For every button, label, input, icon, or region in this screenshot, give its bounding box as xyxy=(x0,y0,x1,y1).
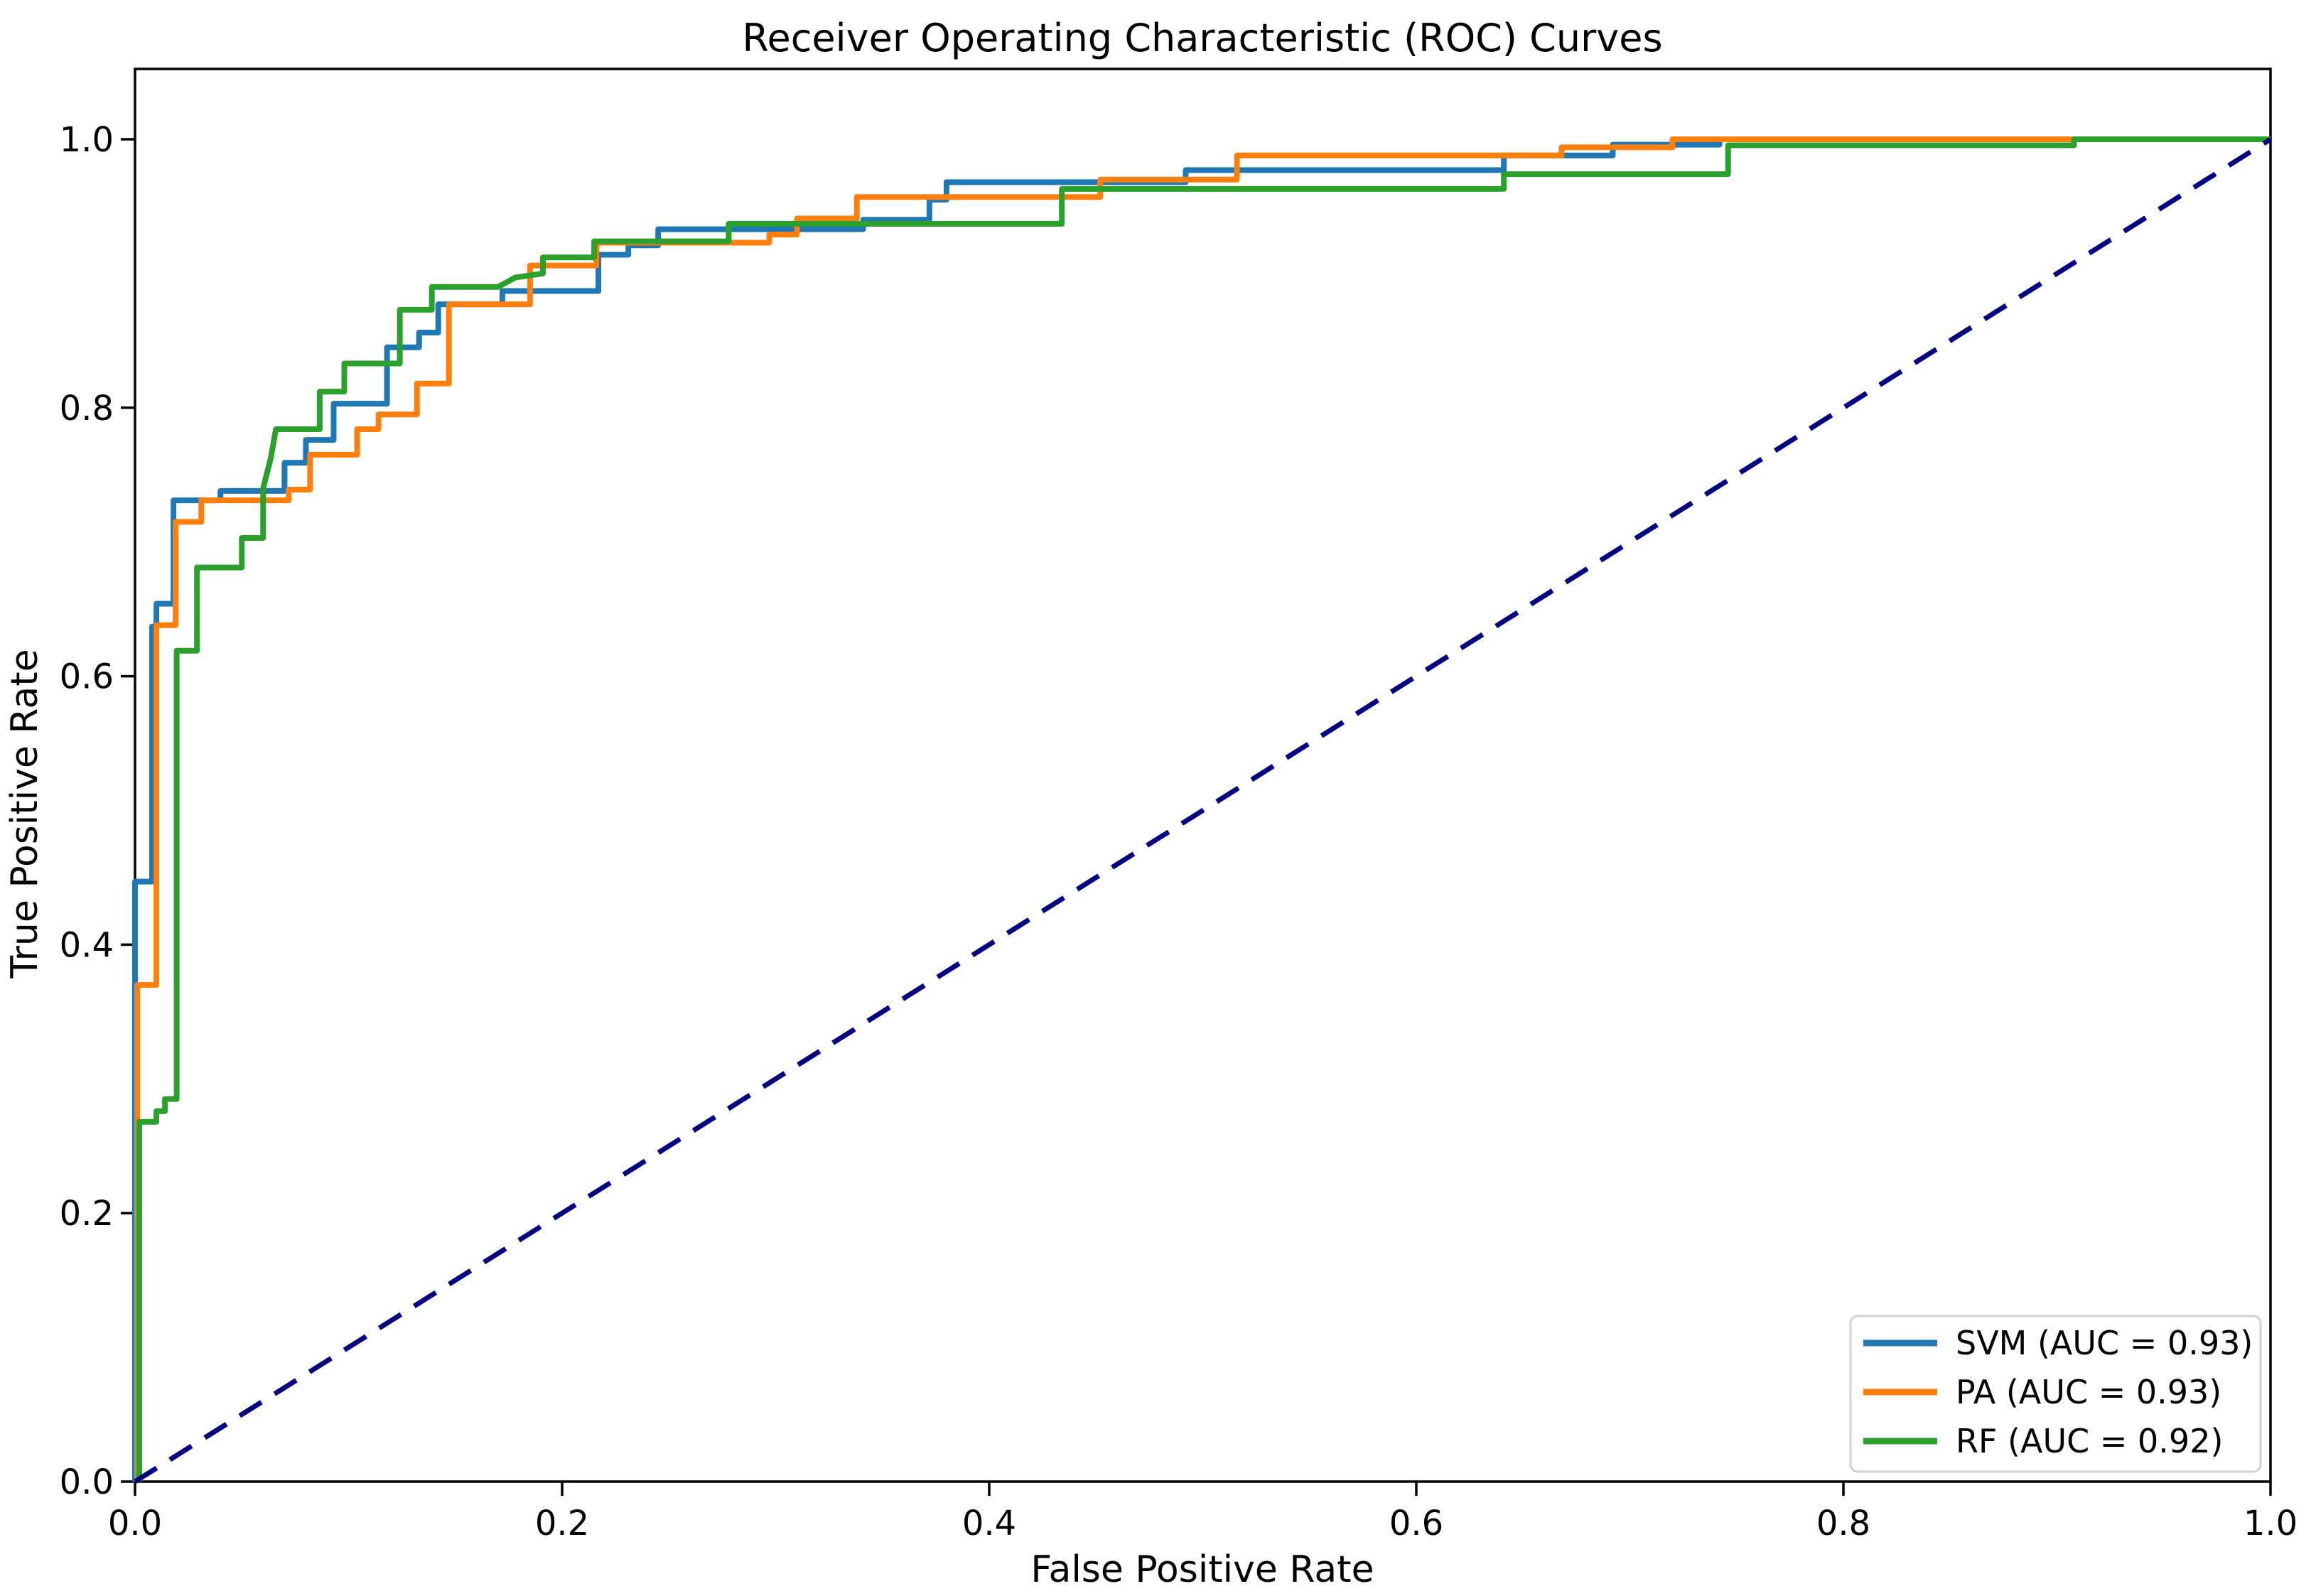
x-tick-label: 0.8 xyxy=(1816,1504,1870,1543)
legend-entries: SVM (AUC = 0.93) PA (AUC = 0.93) RF (AUC =… xyxy=(1863,1324,2253,1460)
legend-label: PA (AUC = 0.93) xyxy=(1956,1373,2221,1411)
legend-frame xyxy=(1849,1315,2262,1473)
x-axis-label: False Positive Rate xyxy=(1030,1548,1374,1591)
chart-title: Receiver Operating Characteristic (ROC) … xyxy=(742,16,1662,60)
legend-box: SVM (AUC = 0.93) PA (AUC = 0.93) RF (AUC =… xyxy=(1849,1315,2262,1473)
y-tick-label: 0.2 xyxy=(60,1194,114,1234)
y-tick-label: 0.0 xyxy=(60,1462,114,1502)
plot-area-border xyxy=(134,68,2272,1483)
roc-curves xyxy=(132,136,2272,1484)
y-tick-label: 0.4 xyxy=(60,925,114,965)
legend-label: SVM (AUC = 0.93) xyxy=(1956,1324,2253,1362)
axis-ticks: 0.0 0.2 0.4 0.6 0.8 1.0 0.0 0.2 0.4 0.6 0.8 1.0 xyxy=(60,120,2298,1543)
y-tick-label: 0.8 xyxy=(60,389,114,428)
x-tick-label: 0.6 xyxy=(1389,1504,1443,1543)
legend-label: RF (AUC = 0.92) xyxy=(1956,1422,2223,1460)
x-tick-label: 1.0 xyxy=(2243,1504,2297,1543)
y-tick-label: 0.6 xyxy=(60,657,114,697)
x-tick-label: 0.2 xyxy=(535,1504,589,1543)
y-tick-label: 1.0 xyxy=(60,120,114,160)
y-axis-label: True Positive Rate xyxy=(4,649,46,978)
x-tick-label: 0.4 xyxy=(962,1504,1016,1543)
roc-curve-pa xyxy=(134,136,2270,1482)
x-tick-label: 0.0 xyxy=(108,1504,162,1543)
chance-diagonal-line xyxy=(134,137,2272,1484)
roc-curve-rf xyxy=(136,136,2270,1482)
